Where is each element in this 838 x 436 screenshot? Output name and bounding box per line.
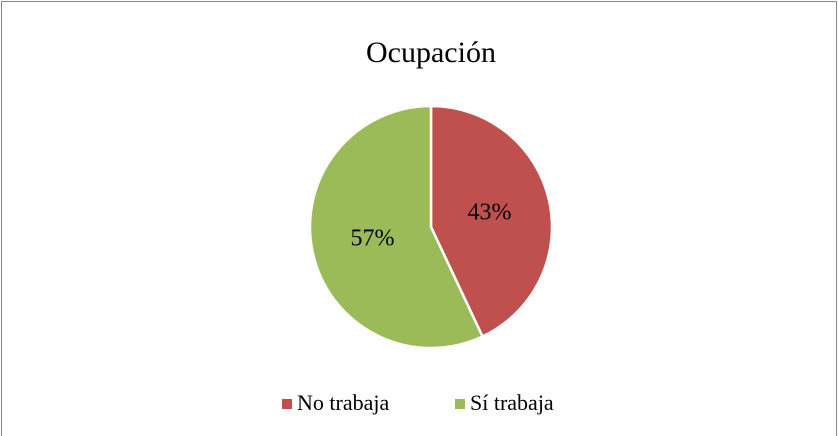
legend-label: Sí trabaja [470,390,554,415]
legend-label: No trabaja [297,390,389,415]
chart-title: Ocupación [366,36,496,69]
pie-slice [308,104,485,350]
data-label: 43% [468,199,512,225]
legend-swatch [282,399,292,409]
data-label: 57% [350,226,394,252]
pie-slice [429,104,554,339]
legend-swatch [455,399,465,409]
